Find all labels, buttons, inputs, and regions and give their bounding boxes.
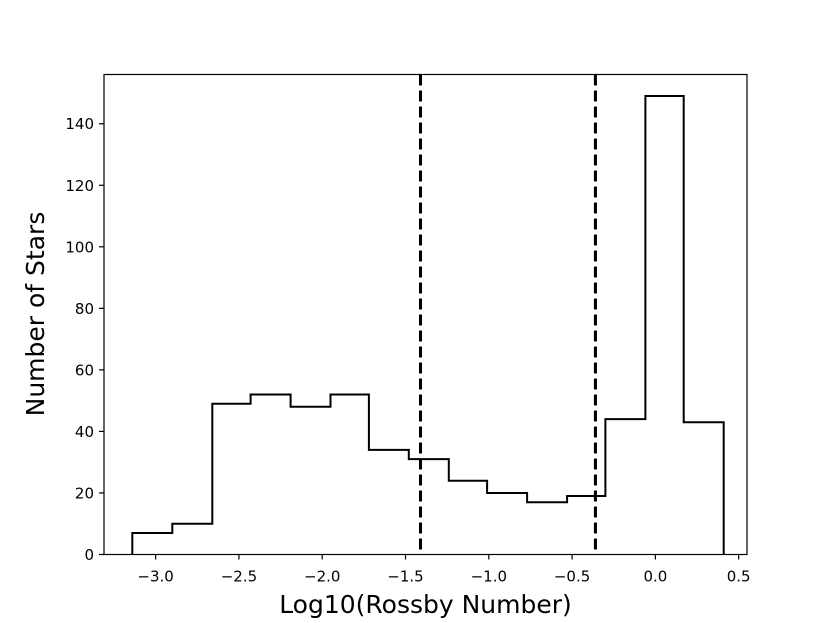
x-tick-label: 0.0 [643, 568, 667, 586]
histogram-bar [369, 450, 409, 555]
x-axis-ticks: −3.0 −2.5 −2.0 −1.5 −1.0 −0.5 0.0 0.5 [137, 554, 751, 586]
histogram-bar [409, 459, 449, 554]
x-tick-label: −3.0 [137, 568, 173, 586]
histogram-bar [291, 407, 331, 555]
x-tick-label: −1.5 [387, 568, 423, 586]
x-tick-label: −0.5 [554, 568, 590, 586]
y-tick-label: 100 [65, 238, 94, 256]
histogram-bars-group [132, 96, 723, 554]
histogram-bar [684, 422, 724, 554]
histogram-bar [567, 496, 605, 554]
plot-frame [103, 73, 748, 556]
y-tick-label: 40 [75, 423, 94, 441]
histogram-bar [331, 395, 369, 555]
x-tick-label: 0.5 [727, 568, 751, 586]
histogram-bar [527, 502, 567, 554]
y-tick-label: 20 [75, 484, 94, 502]
histogram-bar [645, 96, 683, 554]
y-tick-label: 0 [84, 546, 94, 564]
y-tick-label: 80 [75, 300, 94, 318]
histogram-bar [212, 404, 250, 555]
histogram-bar [449, 481, 487, 555]
histogram-bar [605, 419, 645, 554]
y-axis-label: Number of Stars [21, 212, 50, 417]
y-tick-label: 140 [65, 115, 94, 133]
x-tick-label: −1.0 [471, 568, 507, 586]
histogram-step-outline [131, 95, 725, 555]
y-tick-label: 60 [75, 361, 94, 379]
x-tick-label: −2.0 [304, 568, 340, 586]
histogram-bar [251, 395, 291, 555]
y-tick-label: 120 [65, 177, 94, 195]
x-axis-label: Log10(Rossby Number) [279, 590, 572, 619]
y-axis-ticks: 0 20 40 60 80 100 120 140 [65, 115, 104, 564]
histogram-bar [132, 533, 172, 555]
threshold-lines-group [419, 74, 597, 555]
histogram-bar [487, 493, 527, 555]
x-tick-label: −2.5 [221, 568, 257, 586]
histogram-bar [172, 524, 212, 555]
